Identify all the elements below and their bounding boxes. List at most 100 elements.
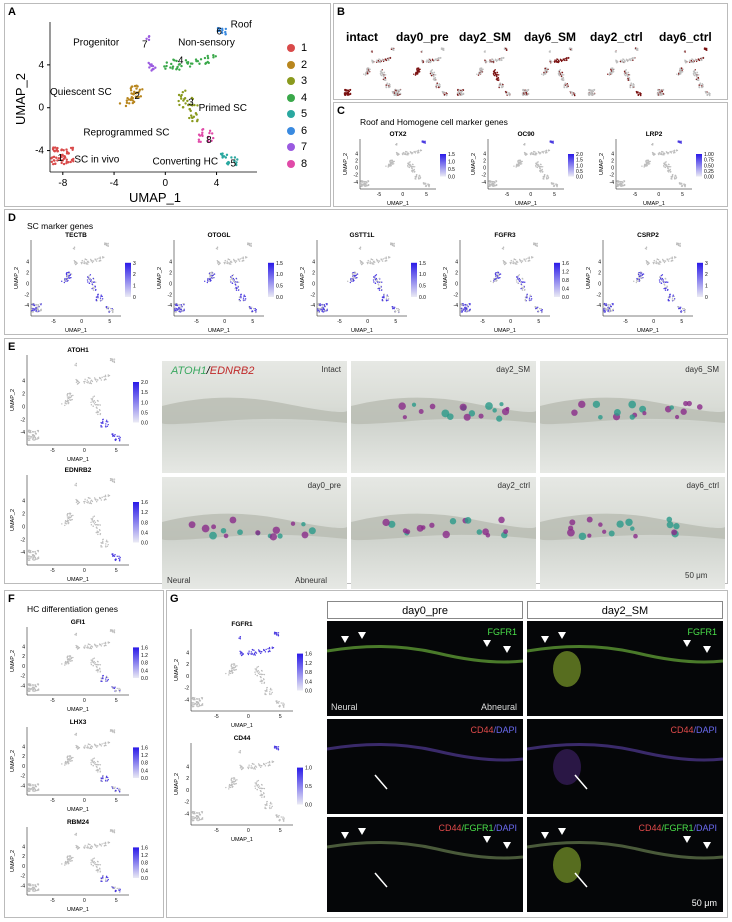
mini-point — [107, 676, 109, 679]
mini-point — [235, 286, 237, 289]
mini-point — [662, 153, 665, 155]
mini-point — [113, 631, 116, 634]
mini-point — [484, 50, 486, 52]
mini-umap — [655, 44, 719, 100]
mini-point — [633, 280, 635, 282]
mini-point — [75, 646, 78, 649]
mini-point — [438, 85, 440, 87]
mini-point — [526, 297, 528, 299]
mini-point — [429, 74, 432, 76]
mini-point — [34, 788, 37, 791]
mini-point — [390, 243, 392, 246]
mini-point — [498, 59, 500, 62]
panel-d-label: D — [8, 212, 16, 224]
mini-point — [30, 308, 33, 310]
mini-point — [90, 260, 93, 262]
mini-point — [361, 263, 364, 265]
mini-point — [115, 438, 117, 440]
mini-point — [669, 293, 671, 295]
mini-point — [90, 379, 92, 382]
mini-point — [663, 162, 665, 165]
mini-point — [696, 77, 698, 80]
mini-point — [234, 283, 237, 285]
mini-point — [387, 298, 390, 300]
mini-x-label: UMAP_1 — [67, 577, 89, 583]
mini-point — [531, 153, 534, 155]
stain-spot — [625, 518, 633, 526]
mini-y-label: UMAP_2 — [14, 267, 20, 289]
mini-point — [418, 151, 420, 154]
mini-point — [678, 307, 681, 309]
mini-point — [466, 303, 468, 306]
mini-y-tick: 4 — [22, 744, 25, 750]
mini-point — [676, 73, 678, 75]
mini-point — [322, 307, 325, 309]
mini-point — [227, 261, 229, 264]
mini-point — [69, 394, 71, 396]
scale-tick: 1.00 — [704, 152, 714, 158]
mini-point — [387, 57, 390, 59]
mini-point — [370, 258, 372, 260]
mini-point — [698, 84, 700, 86]
mini-point — [513, 165, 515, 167]
stain-spot — [188, 521, 196, 529]
umap-point — [131, 99, 134, 102]
mini-point — [425, 60, 428, 63]
mini-x-tick: 5 — [537, 319, 540, 325]
mini-point — [610, 310, 612, 312]
mini-point — [555, 61, 557, 63]
mini-point — [392, 305, 394, 308]
mini-point — [91, 659, 94, 661]
mini-point — [611, 67, 614, 69]
mini-y-tick: 0 — [611, 166, 614, 172]
mini-point — [541, 166, 544, 168]
mini-point — [526, 295, 528, 297]
mini-x-tick: 5 — [681, 192, 684, 198]
mini-point — [75, 634, 77, 636]
mini-point — [438, 86, 440, 88]
mini-y-tick: -2 — [25, 292, 30, 298]
mini-point — [93, 403, 96, 405]
mini-point — [95, 299, 98, 302]
mini-point — [91, 261, 94, 264]
mini-y-tick: -4 — [354, 180, 359, 186]
stain-spot — [308, 527, 316, 535]
mini-point — [540, 311, 543, 313]
mini-point — [64, 521, 66, 523]
mini-point — [540, 166, 543, 168]
mini-point — [33, 687, 36, 689]
mini-point — [102, 677, 104, 680]
mini-point — [118, 687, 120, 690]
mini-point — [83, 746, 85, 748]
mini-point — [559, 71, 561, 74]
mini-point — [683, 307, 685, 310]
mini-point — [683, 311, 686, 313]
mini-point — [621, 180, 623, 183]
stain-spot — [496, 415, 503, 422]
mini-point — [673, 177, 676, 180]
mini-point — [325, 310, 327, 312]
mini-point — [86, 499, 89, 501]
mini-point — [105, 543, 107, 545]
mini-point — [656, 261, 658, 264]
mini-point — [380, 289, 383, 291]
stain-spot — [498, 516, 505, 524]
mini-point — [114, 433, 116, 436]
mini-point — [562, 74, 564, 76]
mini-point — [593, 93, 595, 96]
stain-spot — [223, 533, 229, 539]
mini-point — [502, 57, 504, 59]
legend-swatch — [287, 143, 295, 152]
mini-umap: OTOGL -5 0 5 4 2 0 -2 -4 UMAP_1 UMAP_2 1.5 1.0 0.5 0.0 — [156, 230, 294, 334]
mini-point — [530, 256, 533, 258]
mini-point — [97, 524, 99, 526]
cluster-number: 1 — [57, 153, 63, 164]
mini-point — [432, 60, 435, 63]
mini-point — [377, 287, 379, 290]
mini-point — [104, 242, 106, 244]
mini-point — [701, 59, 703, 61]
mini-y-tick: 0 — [312, 281, 315, 287]
mini-point — [347, 91, 349, 94]
mini-point — [96, 668, 98, 671]
mini-point — [61, 403, 63, 405]
